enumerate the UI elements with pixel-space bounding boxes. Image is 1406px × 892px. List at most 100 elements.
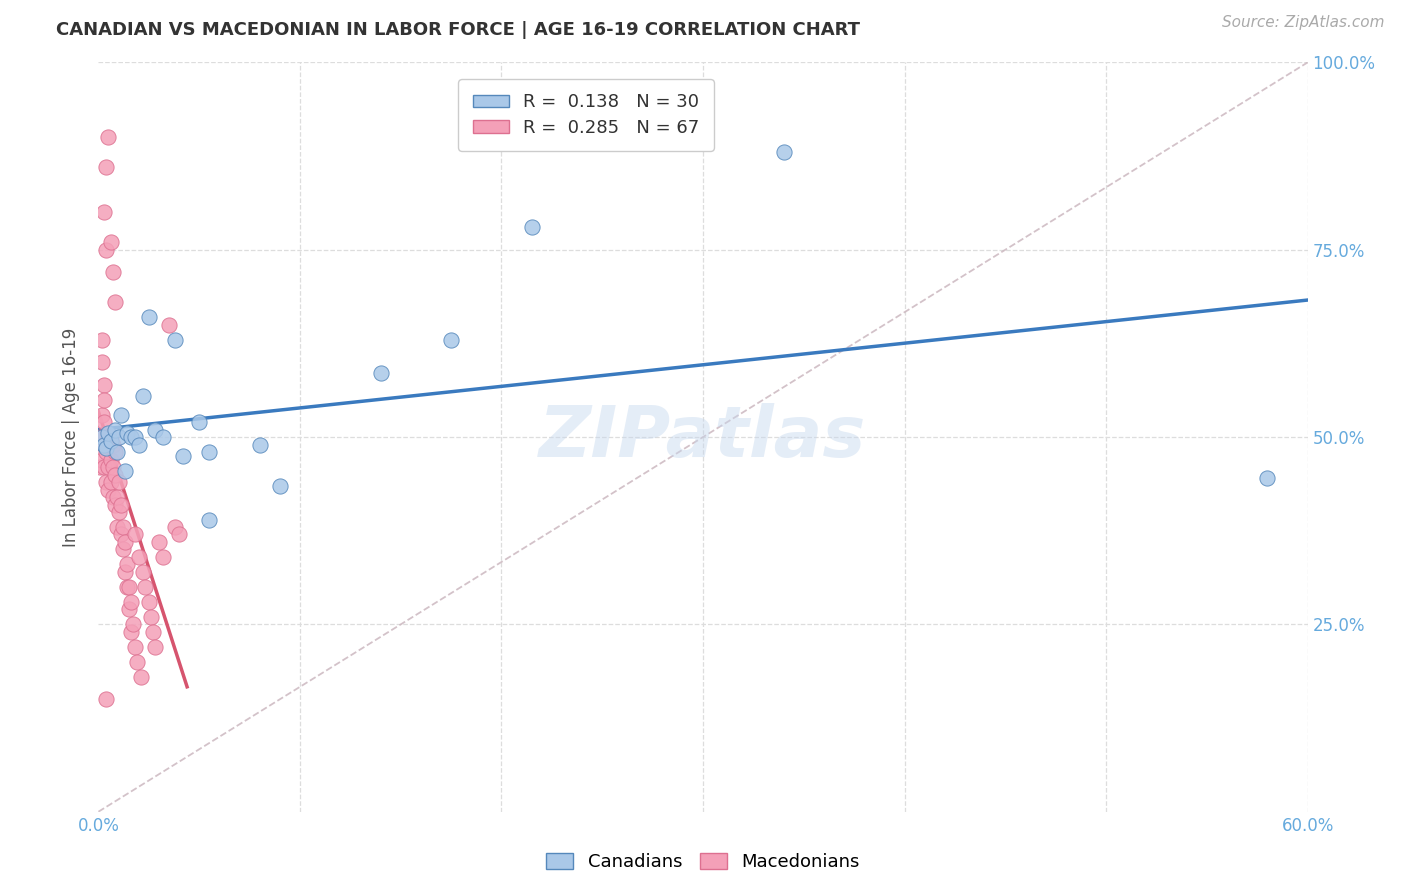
Legend: R =  0.138   N = 30, R =  0.285   N = 67: R = 0.138 N = 30, R = 0.285 N = 67	[458, 79, 714, 151]
Point	[89, 460, 111, 475]
Point	[97, 460, 120, 475]
Point	[118, 580, 141, 594]
Point	[115, 558, 138, 572]
Point	[114, 464, 136, 478]
Point	[105, 445, 128, 459]
Point	[91, 355, 114, 369]
Point	[97, 426, 120, 441]
Point	[107, 475, 129, 489]
Point	[103, 498, 125, 512]
Point	[138, 595, 160, 609]
Point	[134, 580, 156, 594]
Point	[440, 333, 463, 347]
Point	[97, 483, 120, 497]
Point	[91, 452, 114, 467]
Point	[198, 445, 221, 459]
Point	[124, 527, 146, 541]
Point	[103, 445, 125, 459]
Point	[114, 565, 136, 579]
Point	[91, 408, 114, 422]
Point	[152, 430, 174, 444]
Text: Source: ZipAtlas.com: Source: ZipAtlas.com	[1222, 15, 1385, 30]
Point	[96, 475, 118, 489]
Point	[114, 535, 136, 549]
Point	[120, 430, 142, 444]
Point	[125, 655, 148, 669]
Point	[115, 426, 138, 441]
Point	[101, 490, 124, 504]
Point	[105, 490, 128, 504]
Point	[143, 423, 166, 437]
Point	[139, 610, 162, 624]
Point	[96, 161, 118, 175]
Point	[93, 437, 115, 451]
Point	[111, 542, 134, 557]
Point	[96, 442, 118, 456]
Point	[96, 692, 118, 706]
Point	[97, 130, 120, 145]
Point	[103, 423, 125, 437]
Point	[101, 437, 124, 451]
Point	[167, 527, 190, 541]
Point	[772, 145, 794, 160]
Point	[101, 460, 124, 475]
Point	[132, 565, 155, 579]
Point	[163, 520, 186, 534]
Point	[163, 333, 186, 347]
Point	[93, 460, 115, 475]
Text: CANADIAN VS MACEDONIAN IN LABOR FORCE | AGE 16-19 CORRELATION CHART: CANADIAN VS MACEDONIAN IN LABOR FORCE | …	[56, 21, 860, 38]
Point	[100, 430, 122, 444]
Point	[93, 392, 115, 407]
Point	[103, 467, 125, 482]
Point	[96, 243, 118, 257]
Point	[118, 602, 141, 616]
Point	[128, 549, 150, 564]
Point	[198, 512, 221, 526]
Point	[100, 434, 122, 448]
Point	[157, 318, 180, 332]
Point	[110, 498, 132, 512]
Point	[93, 377, 115, 392]
Point	[128, 437, 150, 451]
Point	[107, 505, 129, 519]
Point	[93, 415, 115, 429]
Point	[188, 415, 211, 429]
Point	[103, 295, 125, 310]
Point	[152, 549, 174, 564]
Point	[89, 430, 111, 444]
Point	[100, 452, 122, 467]
Point	[91, 430, 114, 444]
Point	[269, 479, 291, 493]
Point	[91, 430, 114, 444]
Point	[124, 430, 146, 444]
Legend: Canadians, Macedonians: Canadians, Macedonians	[538, 846, 868, 879]
Point	[100, 235, 122, 250]
Point	[148, 535, 170, 549]
Point	[111, 520, 134, 534]
Point	[520, 220, 543, 235]
Point	[93, 437, 115, 451]
Point	[101, 265, 124, 279]
Point	[100, 475, 122, 489]
Point	[107, 430, 129, 444]
Point	[249, 437, 271, 451]
Point	[132, 389, 155, 403]
Point	[124, 640, 146, 654]
Point	[138, 310, 160, 325]
Point	[172, 449, 194, 463]
Point	[370, 367, 392, 381]
Point	[97, 430, 120, 444]
Point	[110, 527, 132, 541]
Text: ZIPatlas: ZIPatlas	[540, 402, 866, 472]
Point	[110, 408, 132, 422]
Point	[115, 580, 138, 594]
Point	[93, 205, 115, 219]
Point	[120, 595, 142, 609]
Point	[143, 640, 166, 654]
Point	[91, 333, 114, 347]
Point	[120, 624, 142, 639]
Y-axis label: In Labor Force | Age 16-19: In Labor Force | Age 16-19	[62, 327, 80, 547]
Point	[1256, 471, 1278, 485]
Point	[96, 445, 118, 459]
Point	[121, 617, 143, 632]
